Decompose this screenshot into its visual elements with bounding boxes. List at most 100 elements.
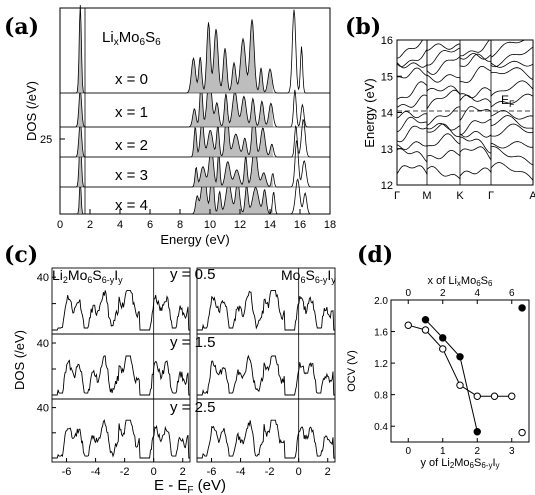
- panel-b-band-9: [396, 53, 534, 75]
- panel-b-band-0: [396, 162, 534, 181]
- panel-b-band-5: [396, 106, 534, 126]
- panel-d-y-tick-label-0: 0.4: [374, 422, 388, 433]
- panel-d-point-1-5: [490, 392, 499, 400]
- panel-a-x-ticks: 0 2 4 6 8 10 12 14 16 18: [57, 209, 336, 231]
- panel-d-top-tick-label-3: 6: [509, 288, 515, 299]
- panel-b-y-axis-label: Energy (eV): [362, 78, 377, 147]
- panel-c-x-tick-label-R-3: 0: [296, 466, 302, 478]
- panel-d-frame: [390, 299, 530, 443]
- panel-b-k-point-label-3: Γ: [488, 190, 494, 202]
- panel-a-x-tick-label-0: 0: [57, 219, 63, 231]
- panel-b-y-tick-label-1: 13: [381, 144, 393, 156]
- panel-d-top-tick-label-0: 0: [405, 288, 411, 299]
- panel-a-x-tick-label-5: 10: [204, 219, 216, 231]
- panel-d-point-0-4: [518, 304, 526, 312]
- panel-b-y-tick-label-3: 15: [381, 71, 393, 83]
- panel-c-label: (c): [4, 242, 38, 268]
- panel-b-band-4: [396, 115, 534, 136]
- panel-a-filled-area-0: [69, 5, 273, 93]
- panel-b-k-point-label-1: M: [422, 190, 431, 202]
- panel-d-point-0-0: [421, 316, 430, 324]
- panel-c-dos-curve-R-1: [197, 354, 335, 396]
- panel-a-x-tick-label-7: 14: [264, 219, 276, 231]
- panel-c-x-tick-label-L-4: 2: [180, 466, 186, 478]
- panel-a-filled-area-3: [69, 137, 273, 187]
- panel-d-lines: [408, 319, 512, 432]
- panel-d-bottom-tick-label-2: 2: [474, 446, 480, 457]
- panel-d-bottom-tick-label-0: 0: [405, 446, 411, 457]
- panel-d-point-1-1: [421, 326, 430, 334]
- panel-d-y-tick-label-2: 1.2: [374, 359, 388, 370]
- panel-c-y-tick-label-0: 40: [37, 272, 49, 284]
- panel-d-y-tick-label-1: 0.8: [374, 391, 388, 402]
- panel-a-filled-area-1: [69, 75, 273, 127]
- panel-b-band-11: [396, 39, 533, 59]
- panel-b-band-10: [396, 46, 534, 68]
- panel-b-bands: [396, 39, 534, 185]
- panel-c-series-label-0: y = 0.5: [170, 266, 215, 283]
- panel-a-x-tick-label-9: 18: [324, 219, 336, 231]
- panel-d-line-0: [425, 319, 478, 432]
- panel-c-x-tick-label-R-4: 2: [325, 466, 331, 478]
- panel-a-series-label-3: x = 3: [115, 167, 148, 184]
- panel-c-y-axis-label: DOS (/eV): [12, 330, 27, 390]
- panel-d-top-tick-label-2: 4: [474, 288, 480, 299]
- panel-d-point-0-2: [456, 353, 464, 361]
- panel-a-formula: LixMo6S6: [102, 29, 161, 48]
- panel-a-series-label-1: x = 1: [115, 104, 148, 121]
- panel-a-series-label-2: x = 2: [115, 137, 148, 154]
- panel-b-y-ticks: 12 13 14 15 16: [381, 35, 402, 192]
- panel-c-curves: [52, 289, 335, 459]
- panel-b-y-tick-label-4: 16: [381, 35, 393, 47]
- panel-d-point-0-1: [439, 334, 447, 342]
- panel-d-point-1-2: [439, 345, 447, 353]
- panel-c-right-frame-2: [196, 398, 336, 463]
- panel-d-point-1-6: [508, 392, 516, 400]
- panel-d-label: (d): [357, 242, 393, 268]
- panel-d-ticks: 0.4 0.8 1.2 1.6 2.0 0 2 4 6 0 1 2 3: [374, 288, 515, 457]
- panel-c-x-tick-label-L-3: 0: [151, 466, 157, 478]
- panel-a-y-tick-label: 25: [40, 134, 52, 146]
- panel-d-ocv: (d) 0.4 0.8 1.2 1.6 2.0 0 2 4 6 0 1 2 3 x of LixMo6S…: [346, 242, 530, 470]
- panel-a-series-label-0: x = 0: [115, 71, 148, 88]
- panel-c-dos-curve-L-0: [52, 289, 190, 331]
- panel-a-filled-area-4: [69, 166, 273, 214]
- panel-d-bottom-axis-label: y of Li2Mo6S6-yIy: [420, 457, 499, 470]
- panel-b-band-3: [396, 123, 534, 143]
- panel-c-right-title: Mo6S6-yIy: [281, 267, 336, 285]
- panel-a-label: (a): [4, 14, 39, 40]
- panel-a-curves: [60, 4, 330, 215]
- panel-d-bottom-tick-label-3: 3: [509, 446, 515, 457]
- panel-a-series-label-4: x = 4: [115, 197, 148, 214]
- panel-c-x-tick-label-R-2: -2: [265, 466, 275, 478]
- panel-b-band-2: [396, 133, 534, 154]
- panel-d-points: [404, 304, 526, 437]
- panel-d-top-axis-label: x of LixMo6S6: [428, 275, 493, 288]
- panel-d-point-0-3: [473, 428, 481, 436]
- panel-c-x-ticks: -6 -6 -4 -4 -2 -2 0 0 2 2: [62, 458, 331, 478]
- panel-c-y-tick-label-1: 40: [37, 338, 49, 350]
- panel-b-band-7: [396, 80, 534, 100]
- panel-b-band-structure: (b) EF 12 13 14 15 16 Γ M K Γ A Energy (eV): [345, 14, 535, 202]
- panel-d-point-1-0: [404, 321, 412, 329]
- panel-a-x-tick-label-4: 8: [177, 219, 183, 231]
- panel-c-y-tick-label-2: 40: [37, 403, 49, 415]
- panel-d-y-tick-label-3: 1.6: [374, 328, 388, 339]
- panel-c-series-label-1: y = 1.5: [170, 334, 215, 351]
- panel-b-k-point-label-2: K: [456, 190, 464, 202]
- panel-c-dos-curve-R-0: [197, 289, 335, 331]
- panel-b-y-tick-label-2: 14: [381, 108, 393, 120]
- panel-c-x-tick-label-R-1: -4: [236, 466, 246, 478]
- panel-a-dos-lixmo6s6: (a) LixMo6S6 x = 0 x = 1 x = 2 x = 3 x =…: [4, 4, 336, 247]
- panel-d-bottom-tick-label-1: 1: [440, 446, 446, 457]
- panel-b-fermi-label: EF: [501, 93, 515, 109]
- panel-c-right-frame-1: [196, 333, 336, 400]
- panel-b-y-tick-label-0: 12: [381, 180, 393, 192]
- panel-c-left-frame-2: [51, 398, 191, 463]
- panel-a-filled-area-2: [69, 110, 273, 157]
- panel-a-x-tick-label-3: 6: [147, 219, 153, 231]
- panel-d-point-1-7: [518, 428, 526, 437]
- panel-d-point-1-3: [456, 381, 464, 389]
- panel-b-band-8: [396, 65, 534, 83]
